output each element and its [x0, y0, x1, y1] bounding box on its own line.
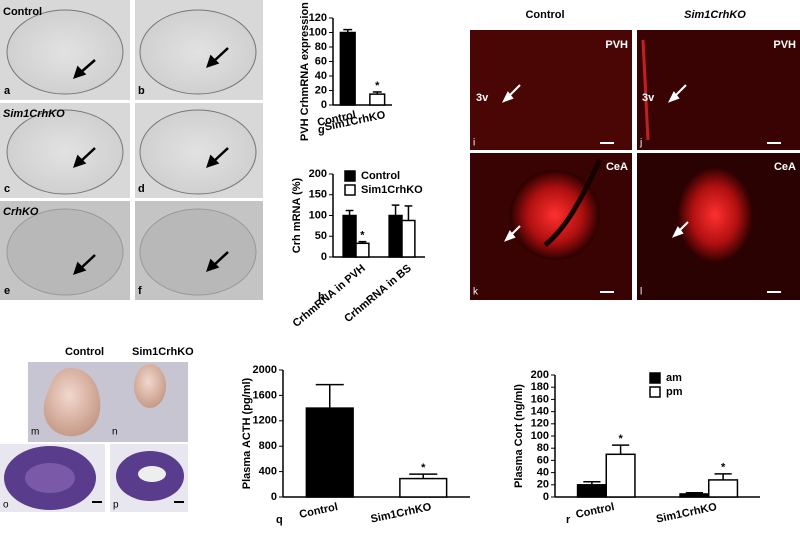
bar — [708, 479, 739, 498]
bar — [342, 214, 357, 258]
y-axis-label: Plasma Cort (ng/ml) — [513, 384, 525, 488]
panel-letter: q — [276, 514, 283, 526]
ventricle-label: 3v — [642, 92, 655, 104]
y-tick-label: 800 — [259, 440, 277, 452]
y-axis-label: PVH CrhmRNA expression (%) — [299, 0, 311, 141]
y-tick-label: 140 — [531, 406, 549, 418]
legend-label: Sim1CrhKO — [361, 184, 423, 196]
x-tick-label: Sim1CrhKO — [655, 501, 718, 526]
y-tick-label: 160 — [531, 393, 549, 405]
y-tick-label: 80 — [537, 442, 549, 454]
y-tick-label: 0 — [543, 491, 549, 503]
y-tick-label: 80 — [315, 41, 327, 53]
y-tick-label: 1600 — [253, 389, 277, 401]
y-tick-label: 20 — [315, 84, 327, 96]
y-axis-label: Plasma ACTH (pg/ml) — [241, 377, 253, 489]
column-label: Control — [525, 9, 564, 21]
panel-label: Control — [3, 6, 42, 18]
y-tick-label: 150 — [309, 189, 327, 201]
bar — [401, 219, 416, 258]
legend-label: Control — [361, 170, 400, 182]
panel-letter: b — [138, 85, 145, 97]
panel-letter: o — [3, 500, 9, 511]
panel-letter: i — [473, 138, 475, 149]
y-tick-label: 2000 — [253, 364, 277, 376]
adrenal-panels: Control Sim1CrhKO m n o p — [0, 346, 194, 512]
ventricle-label: 3v — [476, 92, 489, 104]
panel-label: CrhKO — [3, 206, 39, 218]
bar — [305, 407, 354, 498]
panel-letter: d — [138, 183, 145, 195]
y-tick-label: 40 — [315, 70, 327, 82]
bar — [605, 453, 636, 498]
x-tick-label: Control — [298, 501, 339, 521]
bar — [576, 484, 607, 498]
bar — [369, 93, 386, 106]
bar — [399, 477, 448, 498]
region-label: CeA — [606, 161, 628, 173]
column-label: Sim1CrhKO — [684, 9, 746, 21]
significance: * — [721, 462, 726, 474]
y-tick-label: 60 — [315, 55, 327, 67]
region-label: CeA — [774, 161, 796, 173]
legend-swatch — [344, 170, 356, 182]
panel-letter: a — [4, 85, 11, 97]
y-tick-label: 200 — [531, 369, 549, 381]
panel-letter: c — [4, 183, 10, 195]
panel-label: Sim1CrhKO — [3, 108, 65, 120]
x-tick-label: Control — [575, 501, 616, 521]
fluorescence-panels: Control Sim1CrhKO PVH PVH CeA CeA 3v 3v … — [470, 9, 800, 300]
y-tick-label: 0 — [321, 99, 327, 111]
panel-letter: n — [112, 427, 118, 438]
y-tick-label: 50 — [315, 230, 327, 242]
panel-letter: g — [318, 124, 325, 136]
y-tick-label: 100 — [531, 430, 549, 442]
y-tick-label: 0 — [271, 491, 277, 503]
y-tick-label: 120 — [531, 418, 549, 430]
legend-label: pm — [666, 386, 683, 398]
y-tick-label: 40 — [537, 467, 549, 479]
panel-letter: l — [640, 287, 642, 298]
panel-letter: r — [566, 514, 571, 526]
column-label: Sim1CrhKO — [132, 346, 194, 358]
y-tick-label: 20 — [537, 479, 549, 491]
significance: * — [360, 230, 365, 242]
panel-letter: e — [4, 285, 10, 297]
y-axis-label: Crh mRNA (%) — [291, 177, 303, 253]
region-label: PVH — [773, 39, 796, 51]
y-tick-label: 200 — [309, 168, 327, 180]
legend-swatch — [649, 386, 661, 398]
bar — [388, 214, 403, 258]
panel-letter: k — [473, 287, 479, 298]
panel-letter: p — [113, 500, 119, 511]
brain-panels: Control Sim1CrhKO CrhKO a b c d e f — [0, 0, 263, 300]
region-label: PVH — [605, 39, 628, 51]
significance: * — [421, 462, 426, 474]
panel-letter: h — [318, 291, 325, 303]
y-tick-label: 100 — [309, 26, 327, 38]
y-tick-label: 0 — [321, 251, 327, 263]
significance: * — [618, 433, 623, 445]
x-tick-label: Sim1CrhKO — [370, 501, 433, 526]
bar — [355, 242, 370, 258]
legend-label: am — [666, 372, 682, 384]
y-tick-label: 60 — [537, 454, 549, 466]
y-tick-label: 120 — [309, 12, 327, 24]
panel-letter: m — [31, 427, 39, 438]
legend-swatch — [649, 372, 661, 384]
panel-letter: f — [138, 285, 142, 297]
significance: * — [375, 80, 380, 92]
panel-letter: j — [639, 138, 642, 149]
bar — [339, 31, 356, 106]
y-tick-label: 400 — [259, 466, 277, 478]
column-label: Control — [65, 346, 104, 358]
y-tick-label: 1200 — [253, 415, 277, 427]
bar — [679, 493, 710, 498]
y-tick-label: 180 — [531, 381, 549, 393]
y-tick-label: 100 — [309, 209, 327, 221]
legend-swatch — [344, 184, 356, 196]
